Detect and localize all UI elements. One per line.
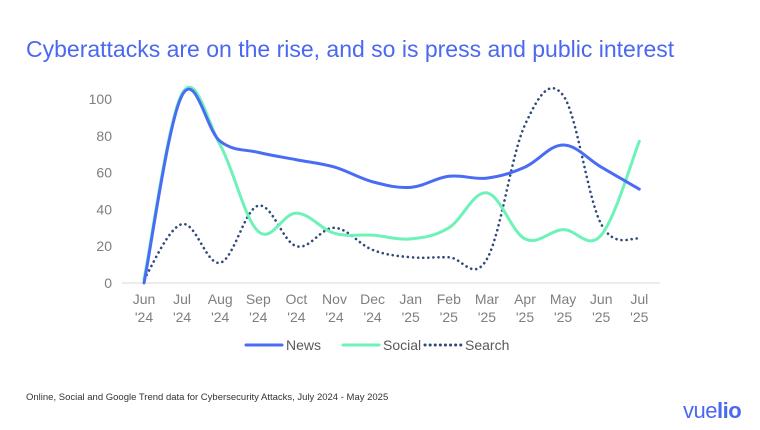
- x-tick-label: '24: [249, 309, 267, 325]
- chart-title: Cyberattacks are on the rise, and so is …: [26, 36, 675, 62]
- logo-text-1: vue: [683, 398, 717, 423]
- x-tick-label: '25: [554, 309, 572, 325]
- x-tick-label: '24: [211, 309, 229, 325]
- x-tick-label: Jul: [630, 291, 648, 307]
- x-tick-label: '25: [630, 309, 648, 325]
- x-tick-label: '24: [135, 309, 153, 325]
- series-line-news: [142, 87, 641, 285]
- x-tick-label: Apr: [514, 291, 536, 307]
- x-tick-label: '24: [173, 309, 191, 325]
- x-tick-label: Mar: [475, 291, 499, 307]
- legend-label: News: [286, 337, 321, 353]
- x-tick-label: '24: [363, 309, 381, 325]
- x-tick-label: Jun: [133, 291, 156, 307]
- y-tick-label: 60: [96, 165, 112, 181]
- legend-label: Search: [465, 337, 509, 353]
- x-tick-label: '25: [402, 309, 420, 325]
- logo-text-2: lio: [716, 398, 742, 423]
- x-tick-label: Jan: [399, 291, 422, 307]
- x-tick-label: Jun: [590, 291, 613, 307]
- x-tick-label: Feb: [437, 291, 461, 307]
- footnote: Online, Social and Google Trend data for…: [26, 392, 389, 403]
- legend-label: Social: [383, 337, 421, 353]
- x-tick-label: Nov: [322, 291, 347, 307]
- y-tick-label: 80: [96, 128, 112, 144]
- x-tick-label: Sep: [246, 291, 271, 307]
- x-tick-label: '25: [592, 309, 610, 325]
- vuelio-logo: vuelio: [683, 398, 742, 424]
- line-chart: 0 20 40 60 80 100 Jun '24 Jul '24 Aug '24 Sep '24 Oct '…: [89, 85, 660, 353]
- series-line-search: [142, 87, 641, 281]
- y-tick-label: 0: [104, 275, 112, 291]
- x-tick-label: '24: [287, 309, 305, 325]
- series-line-social: [142, 85, 641, 281]
- y-tick-label: 20: [96, 238, 112, 254]
- y-tick-label: 40: [96, 201, 112, 217]
- x-tick-label: '25: [478, 309, 496, 325]
- y-tick-label: 100: [89, 91, 113, 107]
- x-tick-label: '24: [325, 309, 343, 325]
- x-tick-label: '25: [516, 309, 534, 325]
- x-tick-label: Aug: [208, 291, 233, 307]
- x-tick-label: Oct: [286, 291, 308, 307]
- x-tick-label: Jul: [173, 291, 191, 307]
- x-tick-label: '25: [440, 309, 458, 325]
- x-tick-label: Dec: [360, 291, 385, 307]
- x-tick-label: May: [550, 291, 576, 307]
